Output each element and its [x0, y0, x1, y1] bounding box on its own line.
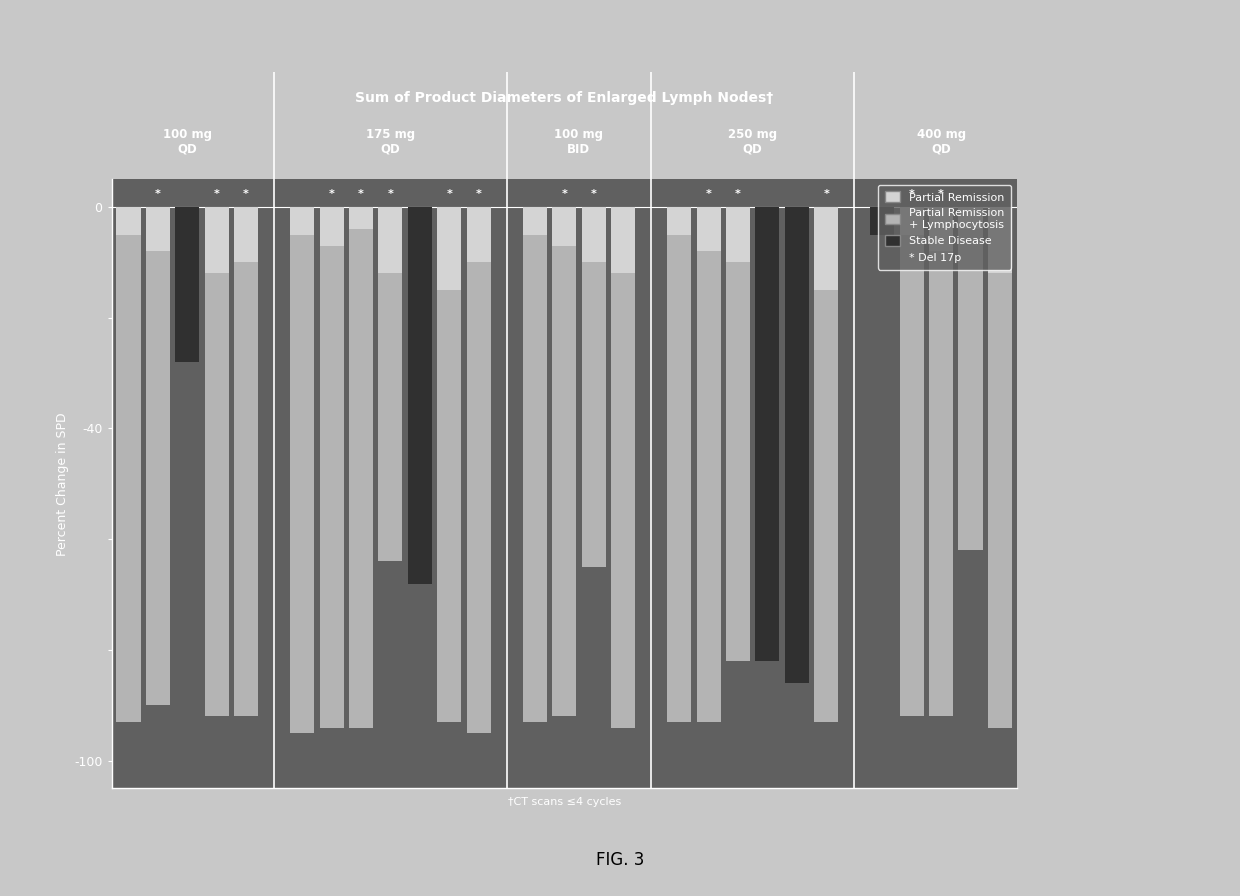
Bar [175, 207, 200, 362]
Bar [438, 290, 461, 722]
Text: *: * [562, 188, 567, 199]
Bar [552, 207, 577, 246]
Bar [146, 207, 170, 251]
Text: *: * [358, 188, 365, 199]
Bar [320, 246, 343, 728]
Bar [667, 207, 691, 235]
Bar [611, 273, 635, 728]
Text: *: * [213, 188, 219, 199]
Bar [697, 207, 720, 251]
Bar [408, 207, 432, 583]
Bar [205, 207, 228, 273]
Bar [755, 207, 780, 661]
Text: 250 mg
QD: 250 mg QD [728, 127, 777, 156]
Bar [929, 207, 954, 251]
Bar [785, 207, 808, 684]
Bar [667, 235, 691, 722]
Bar [378, 207, 403, 273]
Y-axis label: Percent Change in SPD: Percent Change in SPD [56, 412, 68, 556]
Bar [988, 273, 1012, 728]
Bar [815, 290, 838, 722]
Bar [205, 273, 228, 717]
Bar [988, 207, 1012, 273]
Text: *: * [706, 188, 712, 199]
Text: *: * [388, 188, 393, 199]
Bar [438, 207, 461, 290]
Bar [725, 207, 750, 263]
Legend: Partial Remission, Partial Remission
+ Lymphocytosis, Stable Disease, * Del 17p: Partial Remission, Partial Remission + L… [878, 185, 1012, 270]
Bar [870, 207, 894, 235]
Bar [523, 207, 547, 235]
Text: Sum of Product Diameters of Enlarged Lymph Nodes†: Sum of Product Diameters of Enlarged Lym… [355, 91, 774, 105]
Bar [466, 263, 491, 733]
Text: 400 mg
QD: 400 mg QD [916, 127, 966, 156]
Text: 175 mg
QD: 175 mg QD [366, 127, 415, 156]
Bar [117, 235, 140, 722]
Bar [523, 235, 547, 722]
Bar [900, 235, 924, 717]
Text: *: * [590, 188, 596, 199]
Text: †CT scans ≤4 cycles: †CT scans ≤4 cycles [507, 797, 621, 807]
Bar [929, 251, 954, 717]
Bar [466, 207, 491, 263]
Text: *: * [446, 188, 453, 199]
Bar [117, 207, 140, 235]
Text: *: * [939, 188, 944, 199]
Text: 100 mg
QD: 100 mg QD [162, 127, 212, 156]
Bar [290, 207, 314, 235]
Bar [348, 229, 373, 728]
Text: *: * [243, 188, 249, 199]
Bar [348, 207, 373, 229]
Bar [234, 263, 258, 717]
Bar [320, 207, 343, 246]
Bar [697, 251, 720, 722]
Bar [582, 263, 605, 567]
Text: *: * [476, 188, 481, 199]
Text: 100 mg
BID: 100 mg BID [554, 127, 604, 156]
Text: FIG. 3: FIG. 3 [595, 851, 645, 869]
Text: *: * [155, 188, 161, 199]
Text: *: * [735, 188, 740, 199]
Bar [582, 207, 605, 263]
Bar [552, 246, 577, 717]
Text: *: * [909, 188, 915, 199]
Bar [378, 273, 403, 562]
Bar [234, 207, 258, 263]
Text: *: * [329, 188, 335, 199]
Bar [959, 229, 982, 550]
Bar [900, 207, 924, 235]
Bar [725, 263, 750, 661]
Bar [611, 207, 635, 273]
Bar [146, 251, 170, 705]
Bar [815, 207, 838, 290]
Text: *: * [823, 188, 830, 199]
Bar [290, 235, 314, 733]
Bar [959, 207, 982, 229]
